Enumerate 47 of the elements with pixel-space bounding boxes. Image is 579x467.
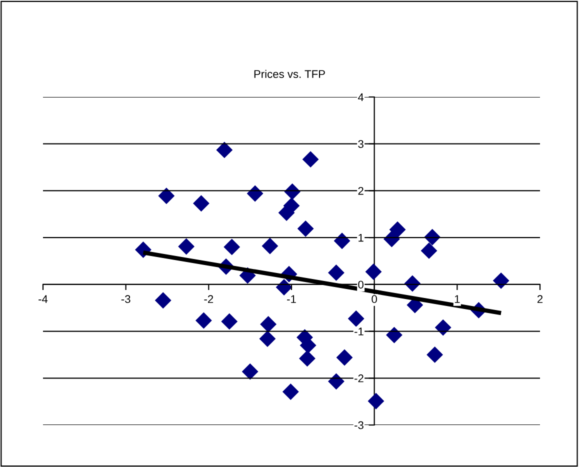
point — [420, 242, 438, 259]
point — [336, 349, 353, 366]
y-tick-label: 2 — [358, 186, 364, 195]
chart-title: Prices vs. TFP — [254, 70, 325, 78]
point — [216, 142, 233, 158]
y-tick-label: -2 — [354, 374, 364, 382]
point — [154, 292, 172, 309]
y-tick-label: -1 — [354, 328, 364, 336]
point — [224, 238, 240, 256]
x-tick-label: -1 — [287, 295, 296, 303]
x-tick-label: -2 — [204, 295, 214, 303]
point — [283, 197, 300, 214]
point — [221, 313, 238, 330]
point — [492, 272, 510, 289]
y-tick-label: 0 — [358, 280, 364, 289]
x-tick-label: 1 — [454, 295, 460, 303]
point — [158, 188, 175, 204]
point — [328, 373, 344, 390]
x-tick-label: -4 — [38, 295, 48, 303]
point — [368, 392, 384, 410]
point — [260, 316, 277, 332]
y-tick-label: 4 — [358, 93, 364, 102]
point — [299, 350, 316, 367]
point — [426, 346, 444, 363]
x-tick-label: 0 — [372, 295, 377, 304]
point — [404, 275, 421, 292]
point — [259, 330, 276, 347]
point — [262, 238, 278, 254]
point — [434, 319, 452, 336]
point — [297, 220, 314, 237]
point — [348, 310, 364, 327]
point — [195, 312, 212, 329]
point — [334, 232, 350, 250]
point — [328, 264, 344, 281]
point — [302, 151, 319, 168]
y-tick-label: 1 — [358, 234, 364, 242]
point — [192, 195, 210, 212]
y-tick-label: 3 — [358, 140, 364, 148]
point — [276, 279, 292, 296]
point — [389, 221, 406, 238]
x-tick-label: -3 — [121, 295, 130, 304]
point — [242, 363, 258, 380]
point — [365, 264, 382, 280]
point — [282, 384, 299, 400]
point — [178, 238, 195, 255]
x-tick-label: 2 — [537, 295, 543, 303]
y-tick-label: -3 — [354, 421, 364, 430]
